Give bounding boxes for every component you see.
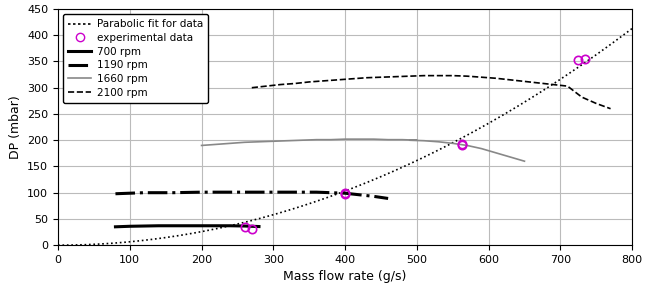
Y-axis label: DP (mbar): DP (mbar) <box>8 95 22 159</box>
Legend: Parabolic fit for data, experimental data, 700 rpm, 1190 rpm, 1660 rpm, 2100 rpm: Parabolic fit for data, experimental dat… <box>63 14 208 103</box>
X-axis label: Mass flow rate (g/s): Mass flow rate (g/s) <box>283 271 407 283</box>
